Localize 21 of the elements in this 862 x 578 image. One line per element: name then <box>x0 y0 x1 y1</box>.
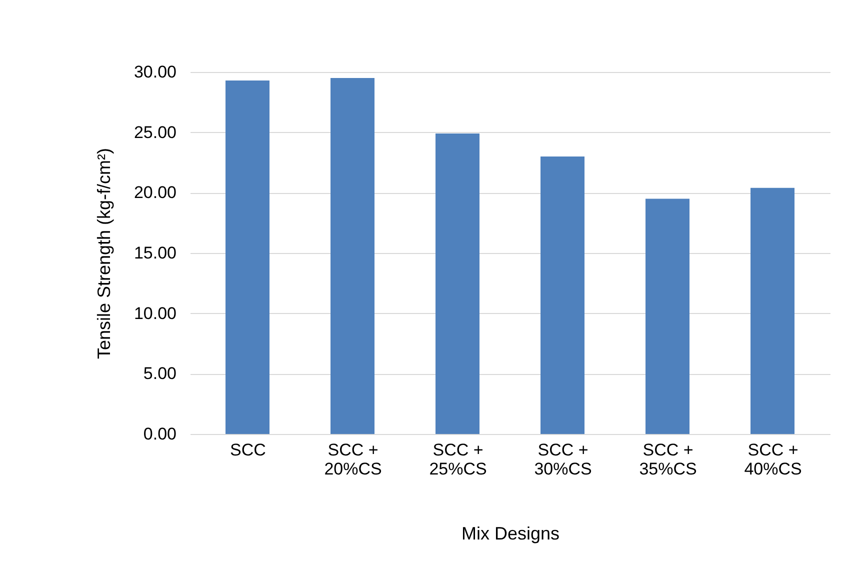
bar <box>436 134 480 434</box>
bar <box>540 156 584 434</box>
y-tick-label: 10.00 <box>134 304 176 323</box>
bar <box>330 78 374 434</box>
x-tick-label: SCC <box>230 440 266 460</box>
y-axis-title: Tensile Strength (kg-f/cm²) <box>94 148 114 360</box>
x-axis-title: Mix Designs <box>461 524 560 544</box>
bar <box>226 80 270 434</box>
bar <box>646 198 690 434</box>
y-tick-label: 0.00 <box>143 424 176 444</box>
bar <box>750 188 794 434</box>
y-tick-label: 20.00 <box>134 183 176 202</box>
y-tick-label: 5.00 <box>143 364 176 384</box>
y-tick-label: 15.00 <box>134 244 176 262</box>
y-tick-label: 25.00 <box>134 122 176 142</box>
y-tick-label: 30.00 <box>134 62 176 82</box>
x-tick-label: SCC + 20%CS <box>324 440 382 478</box>
x-tick-label: SCC + 25%CS <box>429 440 487 478</box>
x-tick-label: SCC + 40%CS <box>744 440 802 478</box>
x-tick-label: SCC + 30%CS <box>534 440 592 478</box>
x-tick-label: SCC + 35%CS <box>639 440 697 478</box>
